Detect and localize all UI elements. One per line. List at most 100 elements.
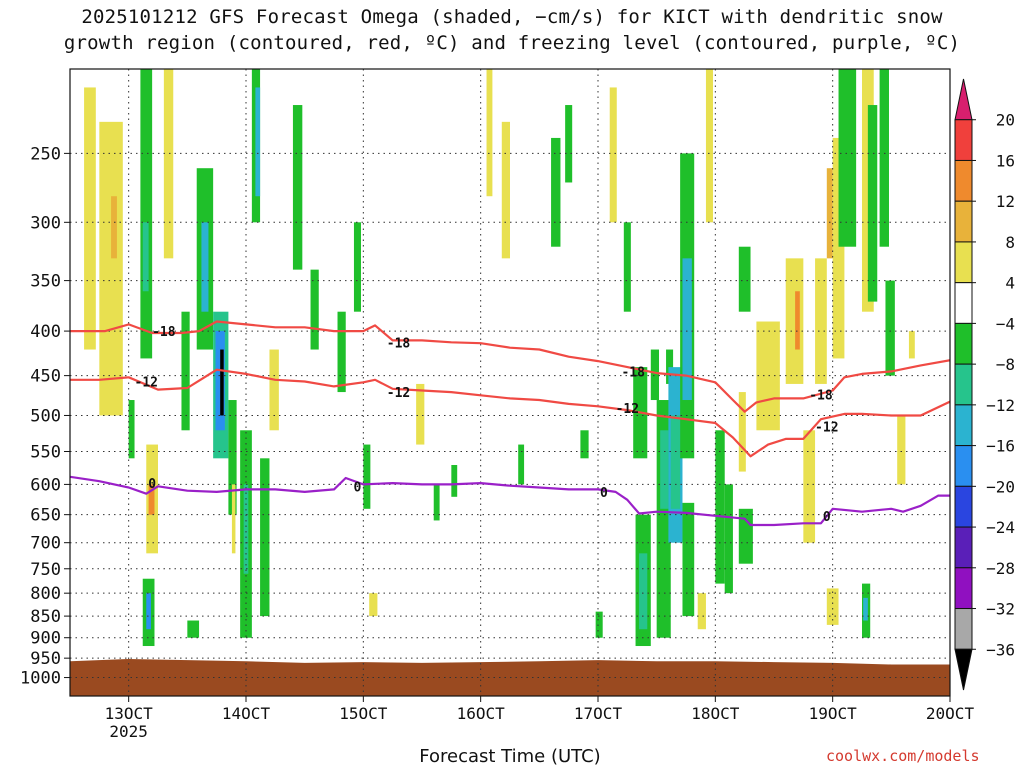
omega-cell-23 [255,87,261,197]
omega-cell-14 [201,222,209,312]
colorbar-swatch-1 [954,119,973,161]
y-tick-label-450: 450 [30,367,61,387]
colorbar-swatch-4 [954,241,973,284]
colorbar-label-2: 12 [996,192,1015,211]
omega-cell-29 [353,222,361,312]
colorbar-label-10: −24 [986,518,1015,537]
colorbar-label-4: 4 [1005,274,1015,293]
x-tick-label-17OCT: 17OCT [574,704,623,723]
colorbar-label-9: −20 [986,477,1015,496]
contour-labels: -18 -18 -18 -18 -12 -12 -12 -12 0 0 0 0 [135,325,839,525]
omega-cell-58 [715,430,725,584]
colorbar-swatch-2 [954,159,973,202]
omega-cell-9 [146,593,151,630]
colorbar-swatch-7 [954,363,973,406]
contour-label-0-3: 0 [823,510,831,525]
contour-label--12-1: -12 [387,386,410,401]
colorbar-swatch-10 [954,485,973,528]
omega-cell-49 [660,430,669,509]
omega-cell-67 [815,258,827,384]
contour-label--18-2: -18 [621,365,645,380]
colorbar-swatch-8 [954,404,973,447]
x-tick-label-16OCT: 16OCT [457,704,506,723]
grid-lines [70,69,951,696]
x-tick-label-15OCT: 15OCT [339,704,388,723]
omega-shading [84,69,915,647]
contour-line--12 [70,368,950,458]
x-axis-label: Forecast Time (UTC) [419,746,601,767]
y-tick-label-950: 950 [30,649,61,669]
y-tick-label-700: 700 [30,534,61,554]
omega-cell-37 [518,444,525,485]
omega-cell-19 [231,484,236,554]
contour-label-0-1: 0 [354,480,362,495]
omega-cell-38 [551,137,561,247]
colorbar-label-5: −4 [996,314,1015,333]
omega-cell-52 [670,415,681,509]
omega-cell-0 [84,87,96,350]
omega-cell-32 [416,383,425,445]
omega-cell-63 [756,321,780,431]
omega-cell-40 [580,430,589,459]
omega-cell-54 [682,258,692,401]
colorbar-swatch-5 [954,282,973,324]
colorbar: 20 16 12 8 4 −4 −8 −12 −16 −20 −24 −28 −32 −36 [954,78,1015,691]
omega-cell-61 [738,508,753,564]
omega-cell-28 [337,311,346,393]
colorbar-swatch-6 [954,322,973,365]
omega-cell-35 [486,69,493,197]
plot-frame [69,68,951,697]
omega-cell-46 [639,553,648,630]
omega-cell-26 [292,105,303,270]
contour-label--18-1: -18 [387,336,411,351]
omega-cell-57 [705,69,713,223]
omega-cell-3 [140,69,153,359]
y-tick-label-400: 400 [30,322,61,342]
omega-cell-78 [863,597,868,621]
contour-label--12-2: -12 [616,402,639,417]
contour-line-0 [70,475,950,527]
omega-cell-73 [879,69,889,247]
colorbar-swatch-3 [954,200,973,243]
y-axis: 2503003504004505005506006507007508008509… [20,144,70,689]
contour-lines [70,320,950,527]
omega-cell-64 [785,258,804,384]
site-credit: coolwx.com/models [826,747,980,765]
omega-cell-59 [724,484,733,594]
colorbar-swatch-11 [954,526,973,569]
omega-cell-33 [433,484,440,521]
omega-cell-66 [803,430,816,543]
contour-label--12-3: -12 [815,421,838,436]
omega-cell-11 [181,311,190,431]
omega-cell-36 [501,121,510,259]
y-tick-label-250: 250 [30,144,61,164]
colorbar-swatch-9 [954,445,973,487]
contour-label--18-0: -18 [152,325,176,340]
omega-cell-69 [832,137,845,359]
omega-cell-17 [220,349,224,416]
omega-cell-65 [795,291,800,350]
omega-cell-4 [142,222,149,292]
colorbar-label-12: −32 [986,600,1015,619]
colorbar-swatch-0 [954,78,973,121]
omega-cell-30 [363,444,371,509]
contour-label-0-2: 0 [600,486,608,501]
y-tick-label-1000: 1000 [20,669,61,689]
y-tick-label-800: 800 [30,584,61,604]
colorbar-label-8: −16 [986,437,1015,456]
colorbar-label-1: 16 [996,151,1015,170]
contour-label-0-0: 0 [148,477,156,492]
contour-line--18 [70,320,950,413]
y-tick-label-650: 650 [30,506,61,526]
omega-cell-79 [826,588,839,625]
omega-cell-34 [451,465,458,497]
omega-cell-18 [228,400,237,515]
y-tick-label-900: 900 [30,629,61,649]
omega-cell-70 [838,69,857,247]
chart-title-line-2: growth region (contoured, red, ºC) and f… [63,32,961,54]
omega-cell-60 [738,392,746,472]
y-tick-label-750: 750 [30,560,61,580]
x-tick-label-19OCT: 19OCT [809,704,858,723]
omega-cell-47 [650,349,660,401]
